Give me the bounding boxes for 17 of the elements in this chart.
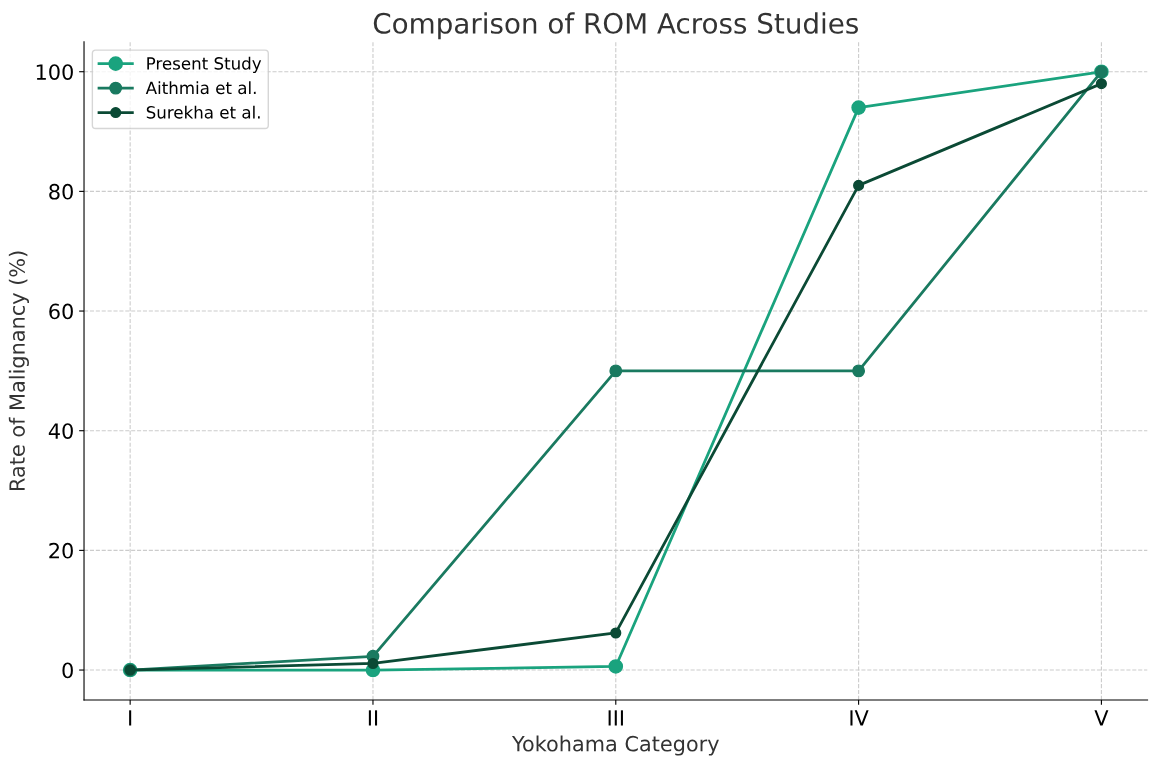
chart-title: Comparison of ROM Across Studies <box>373 12 858 40</box>
y-tick-label: 20 <box>49 542 73 559</box>
y-tick-label: 0 <box>62 662 73 679</box>
x-tick-label: III <box>608 710 623 726</box>
x-tick-label: IV <box>850 710 869 726</box>
y-tick-label: 80 <box>49 183 73 200</box>
y-tick-label: 60 <box>49 303 73 320</box>
x-tick-label: I <box>129 710 132 726</box>
y-tick-label: 40 <box>48 423 73 439</box>
legend-label: Surekha et al. <box>146 105 260 119</box>
legend-label: Present Study <box>147 56 262 73</box>
x-tick-label: V <box>1094 710 1109 726</box>
x-tick-label: II <box>368 710 378 726</box>
y-axis-title: Rate of Malignancy (%) <box>8 251 29 490</box>
legend-label: Aithmia et al. <box>145 81 256 95</box>
x-axis-title: Yokohama Category <box>511 735 719 756</box>
y-tick-label: 100 <box>36 64 73 80</box>
